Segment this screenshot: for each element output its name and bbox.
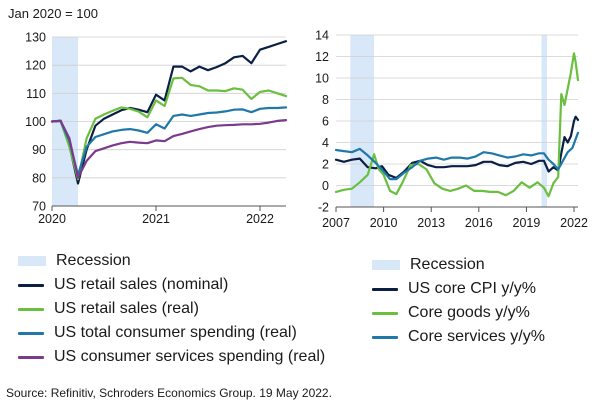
right-chart: -2 0 2 4 6 8 10 12 14 2007 2010 2013 2016 2019 2022	[315, 29, 588, 231]
series-line-3	[334, 131, 580, 181]
legend-label: Recession	[56, 252, 131, 269]
source-note: Source: Refinitiv, Schroders Economics G…	[6, 386, 332, 400]
x-tick-label: 2022	[246, 212, 274, 226]
legend-label: Recession	[410, 256, 485, 273]
x-tick-label: 2020	[38, 212, 66, 226]
x-tick-label: 2021	[142, 212, 170, 226]
legend-label: US retail sales (nominal)	[54, 276, 229, 293]
x-tick-label: 2007	[322, 216, 350, 230]
legend-item-total-spending: US total consumer spending (real)	[18, 324, 297, 342]
legend-label: Core services y/y%	[408, 328, 545, 345]
legend-swatch	[372, 311, 398, 315]
legend-swatch	[18, 256, 46, 266]
legend-item-recession-right: Recession	[372, 256, 485, 274]
left-chart: 70 80 90 100 110 120 130 2020 2021 2022	[25, 31, 288, 226]
y-tick-label: 120	[25, 59, 46, 73]
legend-item-retail-real: US retail sales (real)	[18, 300, 199, 318]
x-tick-label: 2019	[513, 216, 541, 230]
legend-swatch	[372, 287, 398, 291]
y-tick-label: 90	[32, 143, 46, 157]
x-tick-label: 2016	[465, 216, 493, 230]
legend-swatch	[18, 355, 44, 359]
y-tick-label: 12	[315, 50, 329, 64]
x-tick-label: 2022	[560, 216, 588, 230]
series-line-2	[334, 52, 580, 198]
y-tick-label: -2	[318, 201, 329, 215]
legend-item-core-cpi: US core CPI y/y%	[372, 280, 536, 298]
legend-label: Core goods y/y%	[408, 304, 530, 321]
y-tick-label: 14	[315, 29, 329, 43]
left-unit-label: Jan 2020 = 100	[8, 6, 98, 21]
legend-swatch	[18, 307, 44, 311]
legend-swatch	[372, 260, 400, 270]
y-tick-label: 4	[322, 136, 329, 150]
legend-item-services-spending: US consumer services spending (real)	[18, 348, 325, 366]
legend-label: US consumer services spending (real)	[54, 348, 326, 365]
series-line-3	[50, 106, 288, 177]
y-tick-label: 110	[26, 87, 46, 101]
legend-label: US core CPI y/y%	[408, 280, 537, 297]
series-line-4	[50, 118, 288, 179]
y-tick-label: 10	[315, 72, 329, 86]
legend-item-recession: Recession	[18, 252, 131, 270]
legend-label: US retail sales (real)	[54, 300, 199, 317]
y-tick-label: 80	[32, 171, 46, 185]
legend-swatch	[18, 283, 44, 287]
y-tick-label: 70	[32, 200, 46, 214]
series-line-1	[50, 40, 288, 185]
series-line-1	[334, 115, 580, 180]
y-tick-label: 2	[322, 158, 329, 172]
legend-label: US total consumer spending (real)	[54, 324, 297, 341]
legend-swatch	[18, 331, 44, 335]
series-line-2	[50, 76, 288, 181]
x-tick-label: 2010	[370, 216, 398, 230]
y-tick-label: 0	[322, 179, 329, 193]
legend-item-core-services: Core services y/y%	[372, 328, 545, 346]
legend-item-retail-nominal: US retail sales (nominal)	[18, 276, 228, 294]
legend-item-core-goods: Core goods y/y%	[372, 304, 530, 322]
x-tick-label: 2013	[417, 216, 445, 230]
y-tick-label: 100	[25, 115, 46, 129]
y-tick-label: 130	[25, 31, 46, 45]
legend-swatch	[372, 335, 398, 339]
y-tick-label: 6	[322, 115, 329, 129]
y-tick-label: 8	[322, 93, 329, 107]
